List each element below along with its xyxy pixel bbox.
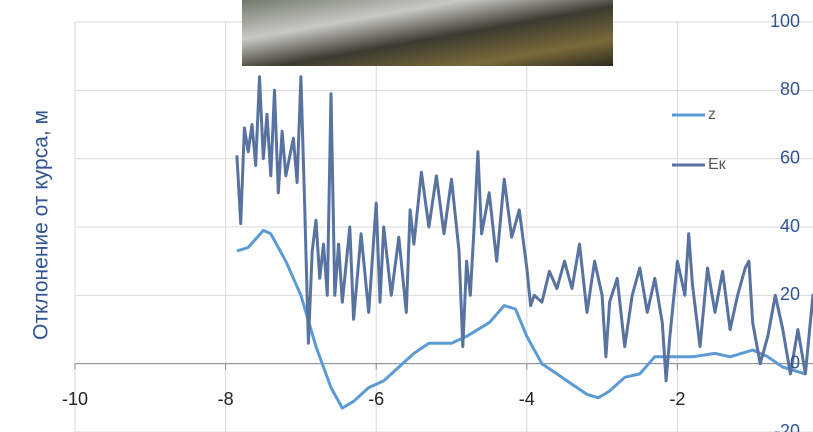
line-series: [235, 75, 813, 383]
x-tick-label: -4: [519, 389, 535, 409]
x-tick-label: -8: [218, 389, 234, 409]
photo: [242, 0, 613, 66]
y-tick-label: 80: [780, 79, 800, 99]
y-axis-title: Отклонение от курса, м: [30, 110, 53, 340]
y-tick-label: 40: [780, 216, 800, 236]
x-tick-label: -6: [368, 389, 384, 409]
x-tick-label: -2: [669, 389, 685, 409]
y-tick-label: -20: [774, 421, 800, 432]
y-tick-label: 100: [770, 11, 800, 31]
plot: [235, 75, 813, 410]
line-series: [236, 228, 806, 410]
x-tick-label: -10: [62, 389, 88, 409]
y-tick-label: 60: [780, 147, 800, 167]
legend-label: Eк: [708, 156, 727, 173]
legend-label: z: [708, 106, 716, 123]
y-tick-label: 20: [780, 284, 800, 304]
y-tick-label: 0: [790, 352, 800, 372]
